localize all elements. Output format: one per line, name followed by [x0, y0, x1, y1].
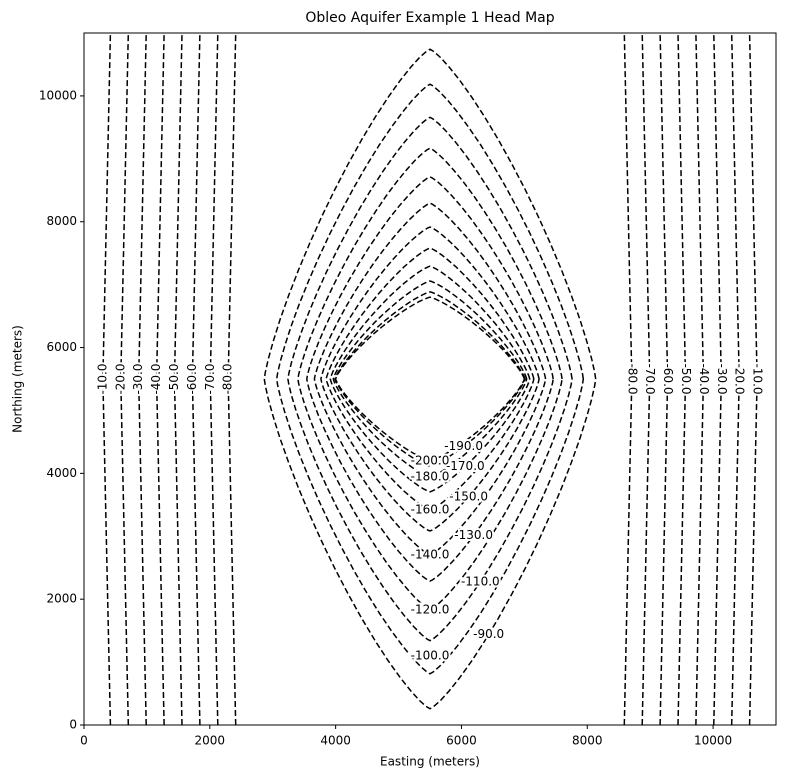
contour-line [325, 247, 535, 511]
contour-label: -140.0 [411, 547, 450, 561]
y-tick-label: 2000 [46, 592, 77, 606]
x-tick-label: 0 [80, 734, 88, 748]
contour-line [320, 226, 540, 532]
contour-line [313, 202, 547, 556]
contour-label: -70.0 [643, 363, 657, 394]
x-tick-label: 2000 [195, 734, 226, 748]
contour-label: -20.0 [733, 363, 747, 394]
contour-line [306, 176, 554, 582]
contour-line [748, 33, 758, 725]
y-tick-label: 0 [69, 718, 77, 732]
contour-label: -190.0 [444, 439, 483, 453]
contour-label: -80.0 [221, 363, 235, 394]
contour-line [297, 147, 563, 611]
contour-label: -40.0 [697, 363, 711, 394]
contour-line [209, 33, 219, 725]
contour-label: -20.0 [113, 363, 127, 394]
contour-line [102, 33, 112, 725]
contour-line [713, 33, 723, 725]
contour-line [623, 33, 633, 725]
contour-label: -110.0 [461, 574, 500, 588]
x-tick-label: 10000 [694, 734, 732, 748]
contour-label: -60.0 [185, 363, 199, 394]
contour-line [334, 296, 526, 462]
contour-line [334, 291, 526, 467]
contour-line [659, 33, 669, 725]
contour-line [641, 33, 651, 725]
contour-line [263, 48, 597, 710]
y-tick-label: 8000 [46, 214, 77, 228]
y-tick-label: 4000 [46, 466, 77, 480]
contour-line [173, 33, 183, 725]
y-tick-label: 6000 [46, 340, 77, 354]
contour-label: -50.0 [679, 363, 693, 394]
contour-label: -50.0 [167, 363, 181, 394]
contour-line [730, 33, 740, 725]
y-axis-label: Northing (meters) [11, 325, 25, 433]
contour-line [191, 33, 201, 725]
contour-label: -130.0 [454, 528, 493, 542]
y-tick-label: 10000 [39, 88, 77, 102]
contour-label: -200.0 [411, 453, 450, 467]
contour-label: -150.0 [449, 489, 488, 503]
contour-line [332, 280, 528, 478]
contour-label: -70.0 [203, 363, 217, 394]
contour-line [120, 33, 130, 725]
contour-line [329, 265, 531, 493]
x-tick-label: 4000 [320, 734, 351, 748]
x-tick-label: 8000 [572, 734, 603, 748]
contour-line [287, 116, 573, 642]
contour-line [695, 33, 705, 725]
contour-label: -10.0 [95, 363, 109, 394]
contour-line [275, 83, 585, 675]
chart-title: Obleo Aquifer Example 1 Head Map [305, 10, 554, 26]
contour-label: -10.0 [751, 363, 765, 394]
contour-label: -160.0 [411, 502, 450, 516]
contour-label: -170.0 [446, 459, 485, 473]
x-tick-label: 6000 [446, 734, 477, 748]
contour-line [137, 33, 147, 725]
contour-label: -100.0 [411, 648, 450, 662]
contour-label: -80.0 [625, 363, 639, 394]
contour-label: -180.0 [411, 469, 450, 483]
x-axis-label: Easting (meters) [380, 755, 480, 769]
contour-layer [102, 33, 758, 725]
contour-label: -60.0 [661, 363, 675, 394]
contour-label: -30.0 [715, 363, 729, 394]
contour-line [227, 33, 237, 725]
contour-label: -120.0 [411, 602, 450, 616]
contour-label: -90.0 [473, 627, 504, 641]
contour-label: -30.0 [131, 363, 145, 394]
contour-line [155, 33, 165, 725]
plot-frame [83, 32, 777, 726]
contour-line [677, 33, 687, 725]
contour-label: -40.0 [149, 363, 163, 394]
